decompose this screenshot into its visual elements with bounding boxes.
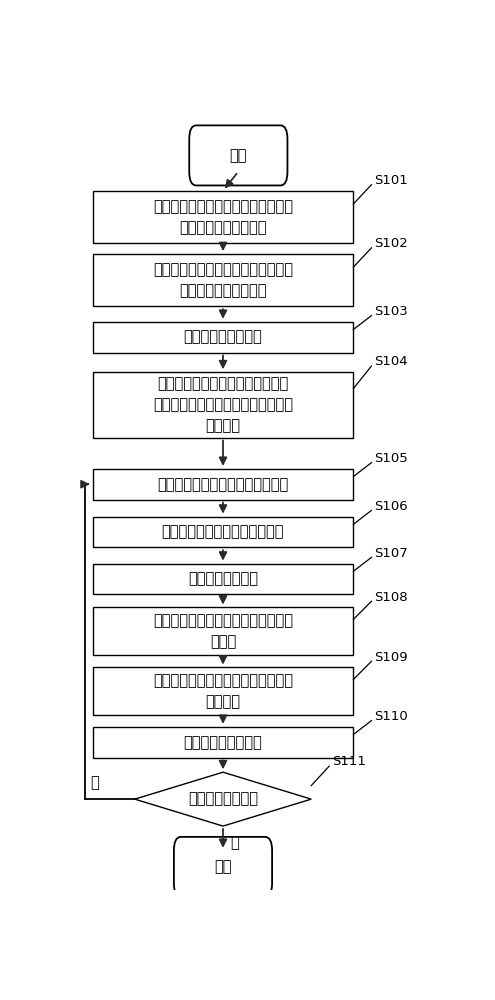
Text: S102: S102 bbox=[375, 237, 408, 250]
Text: S108: S108 bbox=[375, 591, 408, 604]
Text: S106: S106 bbox=[375, 500, 408, 513]
Text: S107: S107 bbox=[375, 547, 408, 560]
Text: 离靠泊作业结束？: 离靠泊作业结束？ bbox=[188, 792, 258, 807]
Text: 获取船舶参考点与船船参考点的距
离、光学离靠泊作业设备与船舶参考
点的距离: 获取船舶参考点与船船参考点的距 离、光学离靠泊作业设备与船舶参考 点的距离 bbox=[153, 376, 293, 433]
Text: 计算离靠泊作业参数: 计算离靠泊作业参数 bbox=[184, 735, 262, 750]
Text: S104: S104 bbox=[375, 355, 408, 368]
Text: 获取各个标识成像后的像点坐标: 获取各个标识成像后的像点坐标 bbox=[162, 524, 284, 539]
Bar bbox=[93, 372, 353, 438]
Text: 结束: 结束 bbox=[214, 859, 232, 874]
Text: 开始: 开始 bbox=[230, 148, 247, 163]
Bar bbox=[93, 191, 353, 243]
Text: 建立船体坐标系、图像坐标系、像机
坐标系和标识源坐标系: 建立船体坐标系、图像坐标系、像机 坐标系和标识源坐标系 bbox=[153, 199, 293, 235]
Text: S105: S105 bbox=[375, 452, 408, 465]
Polygon shape bbox=[135, 772, 311, 826]
Bar bbox=[93, 322, 353, 353]
Text: 计算位姿中间变量: 计算位姿中间变量 bbox=[188, 571, 258, 586]
Text: 是: 是 bbox=[230, 835, 239, 850]
Bar bbox=[93, 564, 353, 594]
Text: 计算船体坐标系与标识源坐标系的转
动欧拉角: 计算船体坐标系与标识源坐标系的转 动欧拉角 bbox=[153, 673, 293, 709]
Text: S110: S110 bbox=[375, 710, 408, 723]
Text: S109: S109 bbox=[375, 651, 408, 664]
Bar bbox=[93, 469, 353, 500]
Text: 通过像机标定获取图像主点、横向等
效焦距和纵向等效焦距: 通过像机标定获取图像主点、横向等 效焦距和纵向等效焦距 bbox=[153, 262, 293, 298]
Bar bbox=[93, 607, 353, 655]
Text: 获取成像时刻像机航向角和俧仰角: 获取成像时刻像机航向角和俧仰角 bbox=[157, 477, 289, 492]
Text: S101: S101 bbox=[375, 174, 408, 187]
Bar bbox=[93, 517, 353, 547]
FancyBboxPatch shape bbox=[174, 837, 272, 897]
Text: 否: 否 bbox=[91, 775, 99, 790]
Bar bbox=[93, 254, 353, 306]
Bar bbox=[93, 667, 353, 715]
Bar bbox=[93, 727, 353, 758]
Text: 获取各个标识的坐标: 获取各个标识的坐标 bbox=[184, 330, 262, 345]
Text: 计算标识源坐标系至像机坐标系的平
移向量: 计算标识源坐标系至像机坐标系的平 移向量 bbox=[153, 613, 293, 649]
FancyBboxPatch shape bbox=[189, 125, 288, 185]
Text: S111: S111 bbox=[332, 755, 366, 768]
Text: S103: S103 bbox=[375, 305, 408, 318]
